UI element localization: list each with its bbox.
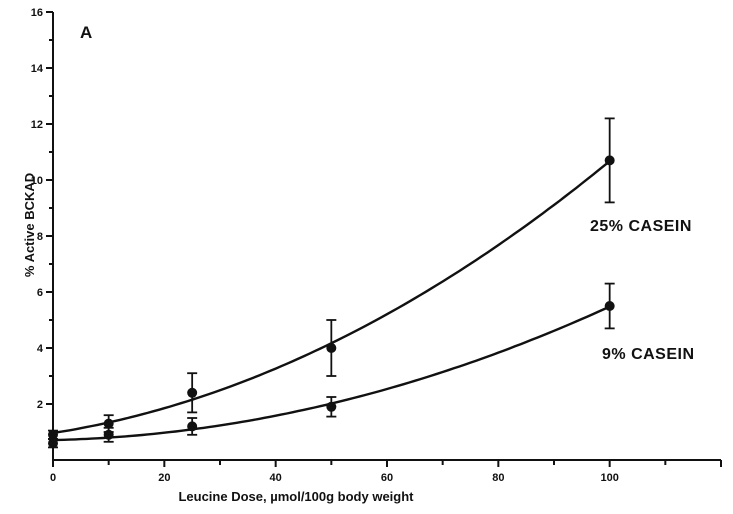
- y-tick-label: 6: [37, 287, 43, 299]
- x-tick-label: 0: [50, 472, 56, 484]
- x-tick-label: 60: [381, 472, 393, 484]
- y-tick-label: 14: [31, 63, 44, 75]
- x-axis-label: Leucine Dose, µmol/100g body weight: [178, 489, 414, 504]
- data-point-25-casein: [604, 155, 615, 166]
- data-point-9-casein: [103, 429, 114, 440]
- y-tick-label: 10: [31, 175, 43, 187]
- x-tick-label: 100: [600, 472, 618, 484]
- series-label-9-casein: 9% CASEIN: [602, 346, 695, 363]
- curve-25-casein: [52, 160, 611, 435]
- data-point-25-casein: [48, 429, 58, 440]
- y-tick-label: 12: [31, 119, 43, 131]
- y-tick-label: 2: [37, 399, 43, 411]
- data-point-9-casein: [187, 421, 198, 432]
- y-axis-label: % Active BCKAD: [22, 173, 37, 277]
- data-marks: [48, 117, 615, 449]
- y-tick-label: 8: [37, 231, 43, 243]
- x-tick-label: 20: [158, 472, 170, 484]
- data-point-25-casein: [326, 343, 337, 353]
- axes: 0 20 40 60 80 100 2 4 6 8 10 12 14 16: [31, 7, 722, 484]
- series-label-25-casein: 25% CASEIN: [590, 218, 692, 235]
- data-point-9-casein: [604, 301, 615, 311]
- data-point-25-casein: [103, 418, 114, 429]
- data-point-9-casein: [48, 438, 58, 449]
- x-tick-label: 40: [270, 472, 282, 484]
- x-tick-label: 80: [492, 472, 504, 484]
- y-tick-label: 4: [37, 343, 44, 355]
- panel-label: A: [80, 23, 92, 42]
- y-tick-label: 16: [31, 7, 43, 19]
- data-point-9-casein: [326, 401, 337, 412]
- data-point-25-casein: [187, 387, 198, 398]
